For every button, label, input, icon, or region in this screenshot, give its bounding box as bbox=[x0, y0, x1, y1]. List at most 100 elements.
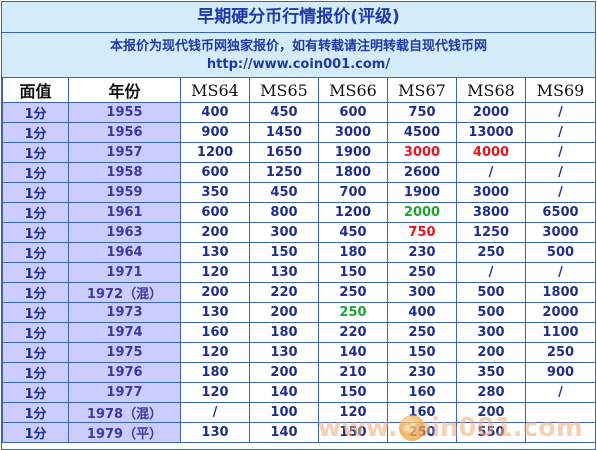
price-cell: 130 bbox=[249, 342, 319, 363]
price-table: 面值 年份 MS64 MS65 MS66 MS67 MS68 MS69 1分 19… bbox=[2, 78, 595, 443]
price-cell: 180 bbox=[180, 362, 250, 383]
year-cell: 1975 bbox=[68, 342, 181, 363]
price-cell: 1250 bbox=[249, 162, 319, 183]
year-cell: 1979（平） bbox=[68, 422, 181, 443]
table-row: 1分 1973 130 200 250 400 500 2000 bbox=[2, 302, 595, 323]
price-cell: 1100 bbox=[525, 322, 595, 343]
denomination-cell: 1分 bbox=[2, 242, 69, 263]
price-cell bbox=[525, 422, 595, 443]
price-cell: 1800 bbox=[318, 162, 388, 183]
price-cell: 200 bbox=[249, 362, 319, 383]
year-cell: 1963 bbox=[68, 222, 181, 243]
table-row: 1分 1955 400 450 600 750 2000/ bbox=[2, 102, 595, 123]
column-header-ms65: MS65 bbox=[249, 78, 319, 103]
year-cell: 1978（混） bbox=[68, 402, 181, 423]
table-row: 1分 1976 180 200 210 230 350 900 bbox=[2, 362, 595, 383]
watermark-text: www.coin001.com bbox=[317, 413, 583, 443]
price-cell: 250 bbox=[525, 342, 595, 363]
table-row: 1分 1957 1200 1650 1900 3000 4000/ bbox=[2, 142, 595, 163]
price-cell: 140 bbox=[249, 422, 319, 443]
table-row: 1分 1958 600 1250 1800 2600// bbox=[2, 162, 595, 183]
price-cell: 1650 bbox=[249, 142, 319, 163]
price-cell: 600 bbox=[180, 162, 250, 183]
price-cell: 250 bbox=[456, 242, 526, 263]
year-cell: 1956 bbox=[68, 122, 181, 143]
price-cell: 400 bbox=[387, 302, 457, 323]
price-cell: 250 bbox=[387, 322, 457, 343]
price-cell: 400 bbox=[180, 102, 250, 123]
price-cell: 700 bbox=[318, 182, 388, 203]
price-cell: / bbox=[180, 402, 250, 423]
table-row: 1分 1956 900 1450 3000 4500 13000/ bbox=[2, 122, 595, 143]
price-cell: 1450 bbox=[249, 122, 319, 143]
price-cell: 600 bbox=[318, 102, 388, 123]
denomination-cell: 1分 bbox=[2, 302, 69, 323]
price-cell: 500 bbox=[525, 242, 595, 263]
column-header-denomination: 面值 bbox=[2, 78, 69, 103]
price-cell: 800 bbox=[249, 202, 319, 223]
year-cell: 1973 bbox=[68, 302, 181, 323]
price-cell: 900 bbox=[525, 362, 595, 383]
price-cell: 1800 bbox=[525, 282, 595, 303]
price-cell: 13000 bbox=[456, 122, 526, 143]
table-row: 1分 1974 160 180 220 250 300 1100 bbox=[2, 322, 595, 343]
price-cell: 300 bbox=[387, 282, 457, 303]
table-row: 1分 1977 120 140 150 160 280/ bbox=[2, 382, 595, 403]
price-cell: 3000 bbox=[318, 122, 388, 143]
price-cell: 140 bbox=[318, 342, 388, 363]
price-cell: 120 bbox=[180, 382, 250, 403]
denomination-cell: 1分 bbox=[2, 382, 69, 403]
price-cell: 180 bbox=[249, 322, 319, 343]
denomination-cell: 1分 bbox=[2, 262, 69, 283]
price-cell: 1900 bbox=[387, 182, 457, 203]
denomination-cell: 1分 bbox=[2, 342, 69, 363]
denomination-cell: 1分 bbox=[2, 422, 69, 443]
column-header-year: 年份 bbox=[68, 78, 181, 103]
denomination-cell: 1分 bbox=[2, 162, 69, 183]
column-header-ms67: MS67 bbox=[387, 78, 457, 103]
price-cell: 120 bbox=[180, 342, 250, 363]
table-row: 1分 1959 350 450 700 1900 3000/ bbox=[2, 182, 595, 203]
price-cell: 2600 bbox=[387, 162, 457, 183]
price-cell: 150 bbox=[387, 342, 457, 363]
price-cell: 150 bbox=[318, 382, 388, 403]
price-cell: / bbox=[525, 142, 595, 163]
price-cell: 450 bbox=[249, 182, 319, 203]
price-cell: 300 bbox=[249, 222, 319, 243]
price-cell: 3800 bbox=[456, 202, 526, 223]
price-cell: 130 bbox=[180, 242, 250, 263]
page-title: 早期硬分币行情报价(评级) bbox=[2, 2, 595, 33]
price-cell: 180 bbox=[318, 242, 388, 263]
site-url-link[interactable]: http://www.coin001.com/ bbox=[206, 57, 391, 72]
table-body: 1分 1955 400 450 600 750 2000/1分 1956 900 1450 3000… bbox=[2, 102, 595, 443]
year-cell: 1977 bbox=[68, 382, 181, 403]
price-cell: 450 bbox=[318, 222, 388, 243]
price-cell: / bbox=[525, 182, 595, 203]
price-cell: 200 bbox=[249, 302, 319, 323]
notice-text: 本报价为现代钱币网独家报价，如有转载请注明转载自现代钱币网 bbox=[109, 39, 487, 54]
price-cell: / bbox=[456, 262, 526, 283]
price-cell: 4500 bbox=[387, 122, 457, 143]
price-cell: 1900 bbox=[318, 142, 388, 163]
price-cell: 230 bbox=[387, 242, 457, 263]
price-cell: 1250 bbox=[456, 222, 526, 243]
price-cell: / bbox=[525, 382, 595, 403]
year-cell: 1971 bbox=[68, 262, 181, 283]
price-cell: / bbox=[456, 162, 526, 183]
denomination-cell: 1分 bbox=[2, 142, 69, 163]
price-cell: / bbox=[525, 162, 595, 183]
denomination-cell: 1分 bbox=[2, 122, 69, 143]
price-cell: 300 bbox=[456, 322, 526, 343]
price-cell: / bbox=[525, 122, 595, 143]
price-cell: 3000 bbox=[456, 182, 526, 203]
price-cell: 130 bbox=[249, 262, 319, 283]
price-cell: 130 bbox=[180, 302, 250, 323]
copyright-notice: 本报价为现代钱币网独家报价，如有转载请注明转载自现代钱币网 http://www… bbox=[2, 33, 595, 78]
price-cell: 3000 bbox=[387, 142, 457, 163]
price-cell: 550 bbox=[456, 422, 526, 443]
price-cell: 450 bbox=[249, 102, 319, 123]
price-cell: 130 bbox=[180, 422, 250, 443]
table-row: 1分 1961 600 800 1200 2000 3800 6500 bbox=[2, 202, 595, 223]
year-cell: 1958 bbox=[68, 162, 181, 183]
price-cell: 140 bbox=[249, 382, 319, 403]
